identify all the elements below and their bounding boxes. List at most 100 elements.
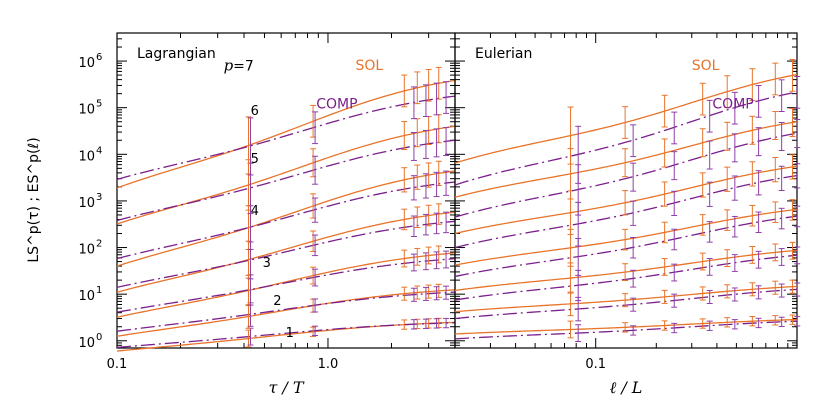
y-tick-label-exponent: 1: [96, 285, 102, 296]
comp-curve-p2: [454, 288, 798, 320]
comp-errorbar: [443, 250, 450, 269]
comp-errorbar: [433, 318, 440, 329]
sol-errorbar: [622, 228, 629, 251]
sol-errorbar: [699, 252, 706, 271]
order-label-p3: 3: [263, 256, 271, 271]
sol-errorbar: [414, 285, 421, 300]
legend-sol: SOL: [355, 58, 383, 74]
sol-errorbar: [789, 279, 796, 294]
comp-errorbar: [778, 248, 785, 266]
comp-errorbar: [312, 234, 319, 257]
comp-errorbar: [630, 297, 637, 312]
comp-errorbar: [312, 268, 319, 287]
panel-title: Eulerian: [475, 46, 532, 62]
comp-errorbar: [422, 252, 429, 271]
comp-errorbar: [706, 181, 713, 207]
sol-errorbar: [749, 246, 756, 264]
comp-errorbar: [433, 171, 440, 198]
comp-errorbar: [671, 190, 678, 217]
comp-errorbar: [312, 298, 319, 313]
comp-curve-p7: [116, 95, 456, 180]
sol-errorbar: [414, 71, 421, 105]
sol-errorbar: [789, 59, 796, 92]
comp-errorbar: [630, 269, 637, 288]
comp-errorbar: [422, 286, 429, 301]
comp-errorbar: [630, 325, 637, 336]
sol-errorbar: [772, 315, 779, 326]
comp-errorbar: [422, 173, 429, 199]
sol-errorbar: [401, 74, 408, 108]
y-tick-label-exponent: 3: [96, 192, 102, 203]
sol-errorbar: [661, 221, 668, 244]
comp-errorbar: [755, 85, 762, 118]
comp-curve-p5: [116, 181, 456, 260]
sol-errorbar: [749, 161, 756, 187]
sol-errorbar: [622, 106, 629, 139]
sol-errorbar: [772, 157, 779, 183]
sol-errorbar: [699, 128, 706, 158]
comp-errorbar: [312, 111, 319, 145]
y-tick-label: 10 6: [78, 52, 102, 71]
sol-errorbar: [724, 166, 731, 192]
panel-title: Lagrangian: [137, 46, 216, 62]
comp-errorbar: [731, 287, 738, 302]
comp-curve-p3: [454, 254, 798, 301]
comp-errorbar: [443, 317, 450, 329]
comp-errorbar: [422, 213, 429, 236]
sol-curve-p4: [116, 211, 456, 293]
sol-errorbar: [425, 204, 432, 227]
sol-errorbar: [622, 263, 629, 282]
comp-errorbar: [706, 99, 713, 133]
comp-errorbar: [794, 282, 801, 297]
sol-curve-p4: [454, 208, 798, 266]
sol-errorbar: [749, 204, 756, 227]
sol-errorbar: [661, 320, 668, 331]
sol-errorbar: [699, 172, 706, 198]
eulerian-panel: 0.1 ℓ / L Eulerian SOL COMP: [454, 32, 801, 397]
sol-errorbar: [661, 138, 668, 168]
sol-errorbar: [724, 317, 731, 328]
comp-errorbar: [443, 127, 450, 157]
comp-errorbar: [731, 254, 738, 272]
y-tick-label: 10 4: [78, 145, 102, 164]
comp-errorbar: [778, 122, 785, 151]
order-label-p7: p=7: [224, 57, 254, 75]
comp-curve-p6: [116, 139, 456, 222]
comp-errorbar: [422, 129, 429, 159]
comp-errorbar: [312, 325, 319, 336]
comp-errorbar: [671, 111, 678, 145]
y-tick-label-base: 10: [78, 103, 95, 118]
comp-errorbar: [433, 212, 440, 235]
order-label-p5: 5: [251, 152, 259, 167]
sol-curve-p6: [454, 121, 798, 198]
sol-curve-p2: [116, 289, 456, 337]
comp-errorbar: [433, 82, 440, 116]
comp-errorbar: [671, 322, 678, 334]
comp-errorbar: [731, 215, 738, 238]
sol-errorbar: [622, 148, 629, 178]
comp-errorbar: [706, 320, 713, 331]
y-tick-label: 10 2: [78, 239, 102, 258]
sol-errorbar: [401, 249, 408, 268]
comp-errorbar: [422, 84, 429, 118]
y-tick-label-exponent: 2: [96, 239, 102, 250]
sol-errorbar: [749, 115, 756, 145]
comp-curve-p1: [116, 322, 456, 349]
comp-curve-p1: [454, 320, 798, 340]
comp-errorbar: [706, 221, 713, 243]
sol-curve-p3: [454, 249, 798, 292]
comp-errorbar: [706, 140, 713, 170]
comp-errorbar: [755, 250, 762, 269]
comp-errorbar: [410, 253, 417, 272]
comp-curve-p7: [454, 91, 798, 186]
comp-errorbar: [312, 197, 319, 223]
y-tick-label: 10 5: [78, 99, 102, 118]
sol-curve-p5: [116, 170, 456, 267]
comp-errorbar: [410, 86, 417, 120]
order-label-p1: 1: [286, 326, 294, 341]
sol-curve-p2: [454, 285, 798, 313]
comp-errorbar: [731, 91, 738, 125]
x-tick-label: 1.0: [318, 357, 339, 372]
sol-errorbar: [789, 314, 796, 325]
y-tick-label-exponent: 6: [96, 52, 102, 63]
